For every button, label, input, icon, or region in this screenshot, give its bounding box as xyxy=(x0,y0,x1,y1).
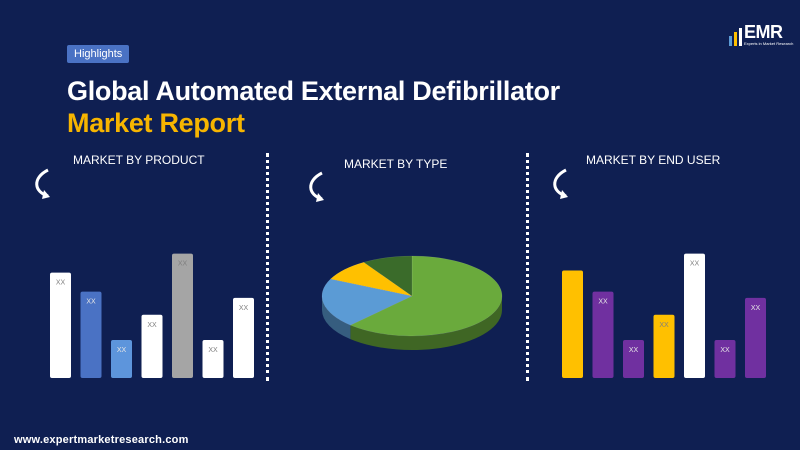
end-user-bar xyxy=(714,340,736,378)
highlights-badge: Highlights xyxy=(67,45,130,63)
section-divider-right xyxy=(526,153,529,381)
page-title: Global Automated External Defibrillator xyxy=(67,76,560,106)
end-user-bar xyxy=(653,314,675,378)
page-subtitle: Market Report xyxy=(67,108,245,138)
pie-slice xyxy=(363,255,413,297)
product-bar-chart: XX XX XX XX XX XX XX xyxy=(50,253,254,378)
end-user-bar-label: XX xyxy=(751,305,761,312)
product-bar xyxy=(80,291,102,378)
product-bar-label: XX xyxy=(147,322,157,329)
emr-logo: EMR Experts in Market Research xyxy=(728,22,793,50)
section-divider-left xyxy=(266,153,269,381)
product-bar xyxy=(233,297,254,378)
pie-slice xyxy=(349,255,503,337)
product-bar-label: XX xyxy=(56,280,66,287)
product-bar xyxy=(202,340,224,378)
end-user-bar-label: XX xyxy=(690,261,700,268)
pie-slice xyxy=(330,261,413,297)
product-bar-label: XX xyxy=(86,299,96,306)
product-bar xyxy=(172,253,193,378)
end-user-bar-label: XX xyxy=(659,322,669,329)
end-user-bar-chart: XX XX XX XX XX XX xyxy=(562,253,766,378)
end-user-bar-label: XX xyxy=(720,347,730,354)
section-title-product: MARKET BY PRODUCT xyxy=(73,153,205,167)
logo-tagline: Experts in Market Research xyxy=(744,41,794,46)
pie-slice-side xyxy=(322,296,351,340)
logo-text: EMR xyxy=(744,22,783,42)
section-title-end-user: MARKET BY END USER xyxy=(586,153,721,167)
product-bar-label: XX xyxy=(178,261,188,268)
curved-arrow-icon xyxy=(553,168,568,199)
product-bar xyxy=(141,314,163,378)
section-title-type: MARKET BY TYPE xyxy=(344,157,448,171)
end-user-bar xyxy=(562,270,583,378)
pie-slice xyxy=(321,278,413,326)
end-user-bar xyxy=(592,291,614,378)
product-bar xyxy=(111,340,132,378)
pie-slice-side xyxy=(350,296,502,351)
end-user-bar xyxy=(684,253,705,378)
end-user-bar xyxy=(623,340,644,378)
type-pie-chart xyxy=(321,255,503,351)
end-user-bar-label: XX xyxy=(598,299,608,306)
footer-url[interactable]: www.expertmarketresearch.com xyxy=(14,434,189,446)
product-bar-label: XX xyxy=(117,347,127,354)
curved-arrow-icon xyxy=(35,168,50,199)
end-user-bar-label: XX xyxy=(629,347,639,354)
product-bar-label: XX xyxy=(239,305,249,312)
curved-arrow-icon xyxy=(309,171,324,202)
end-user-bar xyxy=(745,297,766,378)
logo-mark-icon xyxy=(729,28,742,46)
product-bar xyxy=(50,272,71,378)
product-bar-label: XX xyxy=(208,347,218,354)
